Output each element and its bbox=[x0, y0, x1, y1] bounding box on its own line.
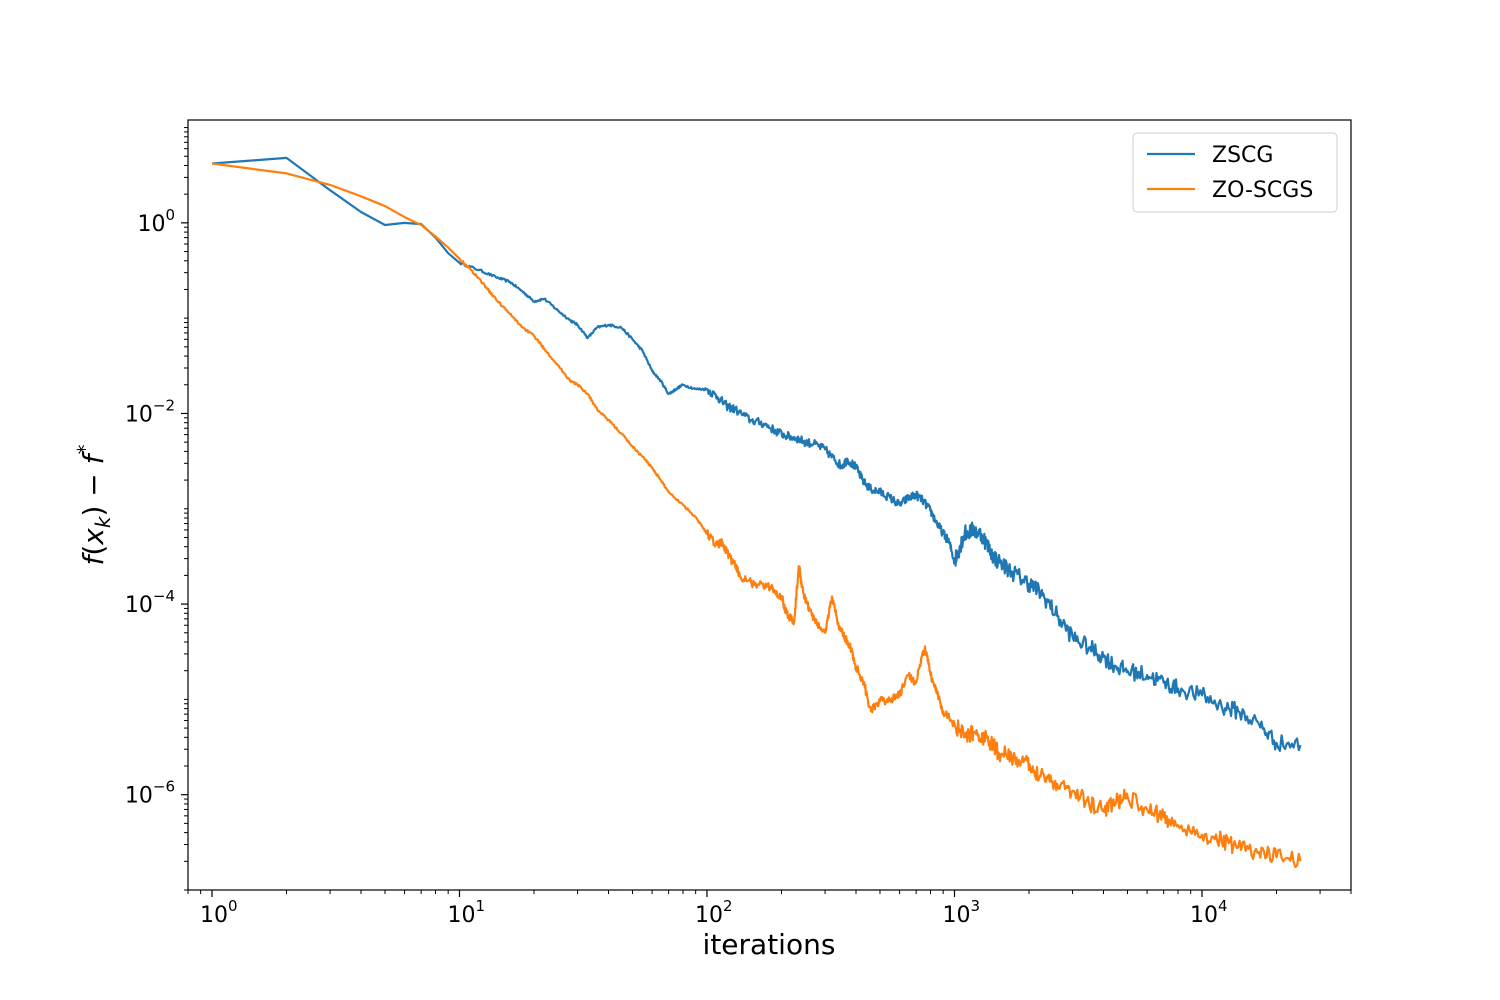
x-tick-label: 104 bbox=[1190, 897, 1228, 928]
y-axis-label: f(xk) − f* bbox=[73, 444, 115, 565]
series-layer bbox=[211, 156, 1302, 868]
legend-label-zo-scgs: ZO-SCGS bbox=[1212, 178, 1313, 203]
svg-text:f(xk) − f*: f(xk) − f* bbox=[73, 444, 115, 565]
x-tick-label: 103 bbox=[942, 897, 980, 928]
y-tick-label: 100 bbox=[137, 206, 175, 237]
x-axis: 100 101 102 103 104 bbox=[187, 890, 1352, 928]
plot-frame bbox=[187, 119, 1352, 891]
legend: ZSCG ZO-SCGS bbox=[1132, 132, 1338, 213]
x-tick-label: 100 bbox=[200, 897, 238, 928]
series-line-zo-scgs bbox=[211, 162, 1302, 868]
legend-box bbox=[1132, 132, 1338, 213]
y-tick-label: 10−2 bbox=[125, 396, 175, 427]
series-line-zscg bbox=[211, 156, 1302, 752]
x-tick-label: 101 bbox=[447, 897, 485, 928]
x-tick-label: 102 bbox=[695, 897, 733, 928]
legend-label-zscg: ZSCG bbox=[1212, 143, 1273, 168]
y-tick-label: 10−4 bbox=[125, 587, 175, 618]
y-axis: 100 10−2 10−4 10−6 bbox=[125, 127, 188, 891]
x-axis-label: iterations bbox=[703, 928, 836, 961]
y-tick-label: 10−6 bbox=[125, 778, 175, 809]
